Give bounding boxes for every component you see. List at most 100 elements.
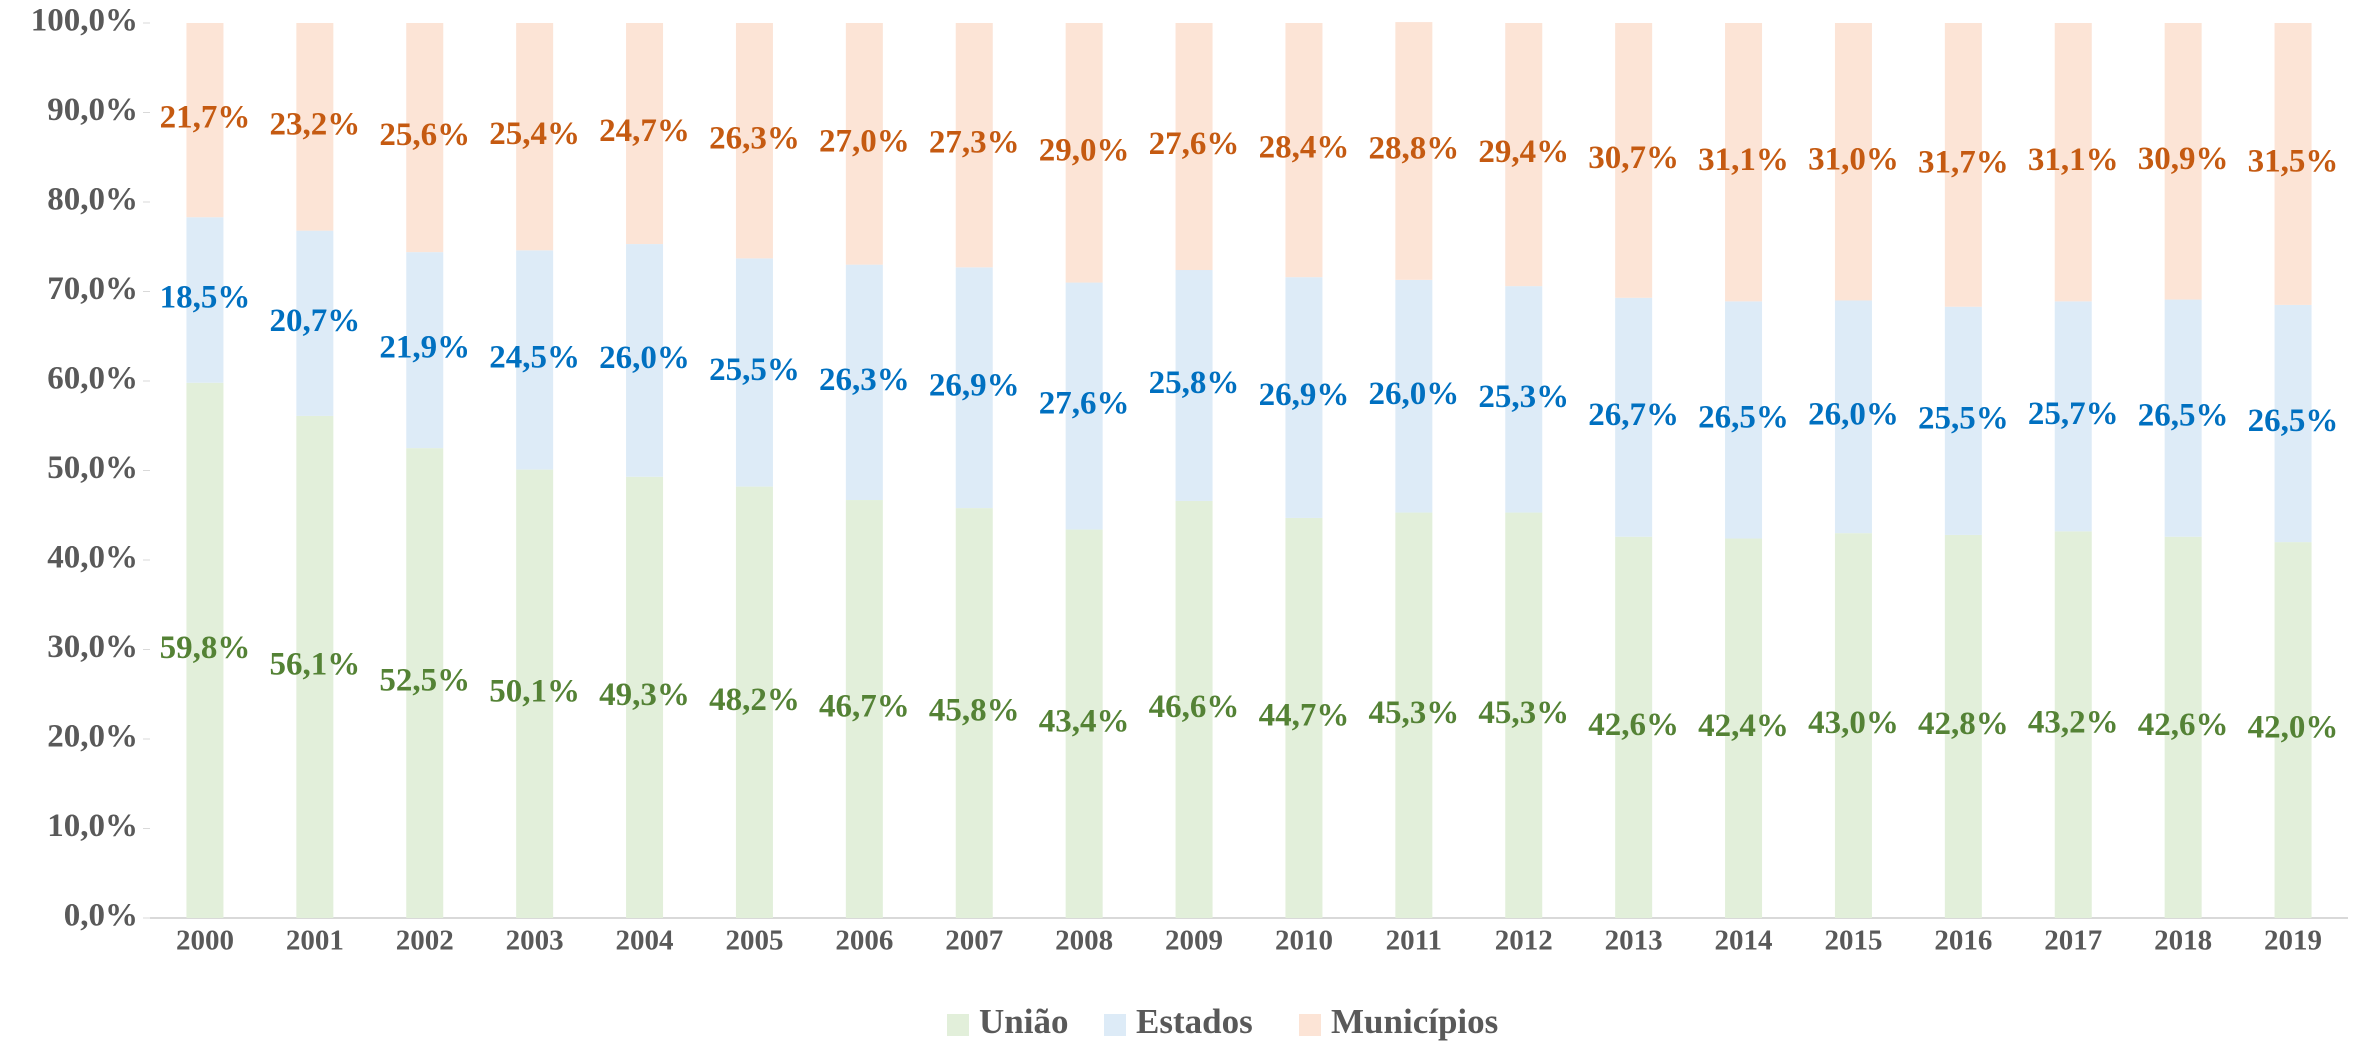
bar-segment	[1834, 533, 1872, 918]
bar-segment	[2054, 531, 2092, 918]
bar-segment	[1065, 529, 1103, 918]
value-label: 31,5%	[2248, 144, 2339, 180]
value-label: 50,1%	[489, 673, 580, 709]
value-label: 46,7%	[819, 689, 910, 725]
bar-segment	[845, 264, 883, 501]
value-label: 31,1%	[2028, 142, 2119, 178]
value-label: 29,0%	[1039, 132, 1130, 168]
value-label: 20,7%	[269, 303, 360, 339]
bar-segment	[516, 250, 554, 470]
bar-segment	[2164, 23, 2202, 300]
bar-segment	[1725, 301, 1763, 539]
value-label: 49,3%	[599, 677, 690, 713]
value-label: 26,7%	[1588, 397, 1679, 433]
bar-segment	[2054, 301, 2092, 532]
value-label: 43,0%	[1808, 705, 1899, 741]
value-label: 45,3%	[1368, 695, 1459, 731]
x-tick-label: 2018	[2154, 925, 2212, 957]
x-tick-label: 2000	[176, 925, 234, 957]
x-tick-label: 2005	[725, 925, 783, 957]
bar-segment	[1285, 277, 1323, 518]
bar-segment	[626, 23, 664, 245]
x-tick-label: 2019	[2264, 925, 2322, 957]
value-label: 59,8%	[160, 630, 251, 666]
legend-label: Estados	[1136, 1002, 1253, 1041]
x-tick-label: 2014	[1715, 925, 1773, 957]
x-tick-label: 2011	[1386, 925, 1442, 957]
value-label: 25,7%	[2028, 396, 2119, 432]
bar-segment	[1175, 23, 1213, 271]
bar-segment	[1505, 512, 1543, 918]
bar-segment	[2164, 536, 2202, 918]
bar-segment	[626, 476, 664, 918]
value-label: 21,9%	[379, 330, 470, 366]
value-label: 26,9%	[1259, 377, 1350, 413]
bar-segment	[2054, 23, 2092, 302]
y-tick-label: 10,0%	[47, 808, 138, 844]
value-label: 26,5%	[2138, 398, 2229, 434]
value-label: 26,0%	[1368, 376, 1459, 412]
value-label: 26,5%	[1698, 400, 1789, 436]
bar-segment	[2274, 542, 2312, 918]
y-tick-label: 40,0%	[47, 540, 138, 576]
value-label: 25,5%	[709, 352, 800, 388]
x-tick-label: 2003	[506, 925, 564, 957]
value-label: 27,6%	[1149, 126, 1240, 162]
x-tick-label: 2001	[286, 925, 344, 957]
value-label: 56,1%	[269, 647, 360, 683]
bar-segment	[2274, 23, 2312, 305]
y-tick-label: 80,0%	[47, 182, 138, 218]
bar-segment	[1725, 23, 1763, 302]
value-label: 27,0%	[819, 123, 910, 159]
legend-label: Municípios	[1331, 1002, 1498, 1041]
bar-segment	[1175, 500, 1213, 918]
x-tick-label: 2016	[1934, 925, 1992, 957]
value-label: 26,9%	[929, 367, 1020, 403]
bar-segment	[955, 23, 993, 268]
bar-segment	[1065, 23, 1103, 283]
bar-segment	[2274, 304, 2312, 543]
value-label: 21,7%	[160, 100, 251, 136]
bar-segment	[1944, 534, 1982, 918]
bar-segment	[1944, 23, 1982, 307]
value-label: 28,4%	[1259, 130, 1350, 166]
value-label: 23,2%	[269, 106, 360, 142]
bar-segment	[186, 382, 224, 918]
y-tick-label: 30,0%	[47, 629, 138, 665]
x-tick-label: 2009	[1165, 925, 1223, 957]
value-label: 24,7%	[599, 113, 690, 149]
bar-segment	[955, 508, 993, 918]
bar-segment	[1505, 23, 1543, 287]
value-label: 25,8%	[1149, 365, 1240, 401]
bar-segment	[735, 23, 773, 259]
bar-segment	[626, 244, 664, 477]
x-tick-label: 2015	[1824, 925, 1882, 957]
x-tick-label: 2004	[616, 925, 674, 957]
value-label: 18,5%	[160, 280, 251, 316]
value-label: 43,4%	[1039, 703, 1130, 739]
value-label: 42,4%	[1698, 708, 1789, 744]
legend-swatch	[1104, 1014, 1126, 1036]
x-tick-label: 2012	[1495, 925, 1553, 957]
value-label: 27,6%	[1039, 386, 1130, 422]
bar-segment	[1065, 282, 1103, 530]
bar-segment	[1615, 297, 1653, 537]
bar-segment	[1615, 536, 1653, 918]
value-label: 42,6%	[1588, 707, 1679, 743]
y-tick-label: 0,0%	[64, 898, 138, 934]
bar-segment	[735, 258, 773, 487]
y-tick-label: 50,0%	[47, 450, 138, 486]
bar-segment	[1834, 300, 1872, 534]
bar-segment	[1285, 517, 1323, 918]
value-label: 44,7%	[1259, 698, 1350, 734]
value-label: 42,0%	[2248, 710, 2339, 746]
bar-segment	[406, 448, 444, 918]
bar-segment	[1725, 538, 1763, 918]
bar-segment	[516, 23, 554, 251]
legend-label: União	[979, 1002, 1068, 1041]
bar-segment	[186, 217, 224, 383]
value-label: 31,0%	[1808, 141, 1899, 177]
bar-segment	[296, 415, 334, 918]
